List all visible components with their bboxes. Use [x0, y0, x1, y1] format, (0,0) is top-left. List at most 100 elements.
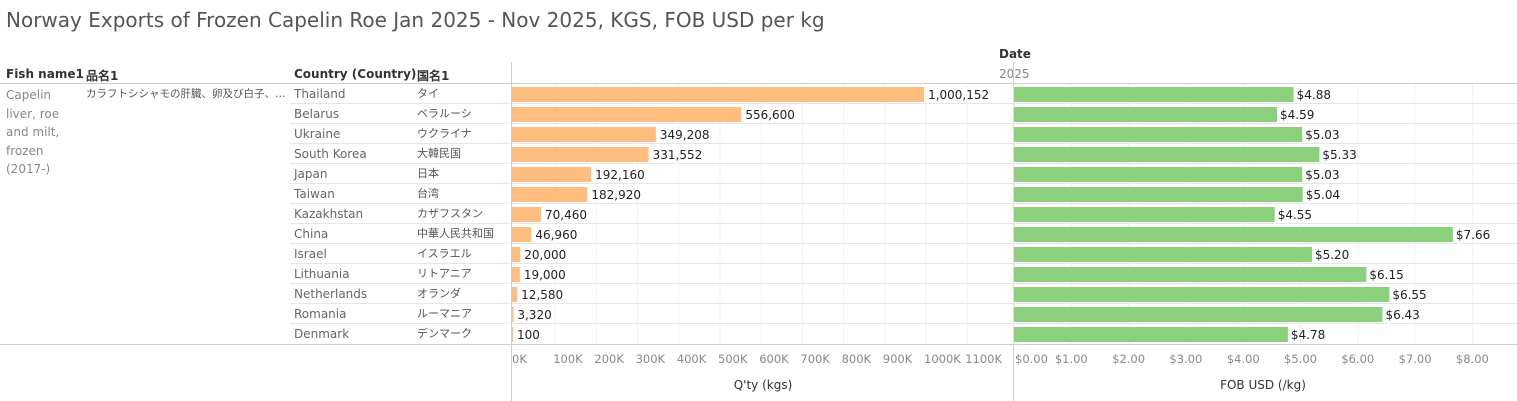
country-jp-label: オランダ [417, 287, 461, 300]
fob-value-label: $5.04 [1306, 188, 1340, 202]
fob-value-label: $5.33 [1322, 148, 1356, 162]
qty-tick-label: 900K [883, 352, 913, 366]
qty-bar[interactable] [512, 207, 542, 222]
chart-title: Norway Exports of Frozen Capelin Roe Jan… [6, 8, 825, 32]
fob-tick-label: $5.00 [1284, 352, 1317, 366]
qty-value-label: 192,160 [595, 168, 645, 182]
qty-tick-label: 500K [718, 352, 748, 366]
qty-bar[interactable] [512, 187, 588, 202]
qty-tick-label: 700K [800, 352, 830, 366]
fob-bar[interactable] [1014, 287, 1390, 302]
country-jp-label: タイ [417, 87, 439, 100]
country-label: Romania [294, 307, 347, 321]
fob-bar[interactable] [1014, 127, 1303, 142]
fob-value-label: $5.20 [1315, 248, 1349, 262]
fob-value-label: $4.78 [1291, 328, 1325, 342]
qty-value-label: 70,460 [545, 208, 587, 222]
qty-tick-label: 1100K [965, 352, 1002, 366]
qty-value-label: 182,920 [591, 188, 641, 202]
fob-value-label: $4.55 [1278, 208, 1312, 222]
fob-bar[interactable] [1014, 267, 1367, 282]
fob-value-label: $5.03 [1305, 128, 1339, 142]
qty-tick-label: 400K [677, 352, 707, 366]
fob-tick-label: $2.00 [1112, 352, 1145, 366]
country-label: Israel [294, 247, 327, 261]
country-header[interactable]: Country (Country) [294, 67, 417, 81]
fob-bar[interactable] [1014, 227, 1453, 242]
fob-bar[interactable] [1014, 167, 1303, 182]
fob-bar[interactable] [1014, 307, 1383, 322]
country-jp-label: 大韓民国 [417, 147, 461, 160]
qty-bar[interactable] [512, 227, 532, 242]
qty-axis-title: Q'ty (kgs) [734, 378, 793, 392]
qty-value-label: 3,320 [517, 308, 551, 322]
date-header[interactable]: Date [999, 47, 1031, 61]
qty-bar[interactable] [512, 247, 521, 262]
fob-value-label: $6.15 [1369, 268, 1403, 282]
fob-tick-label: $4.00 [1227, 352, 1260, 366]
qty-bar[interactable] [512, 87, 925, 102]
qty-bar[interactable] [512, 287, 518, 302]
qty-tick-label: 100K [553, 352, 583, 366]
country-jp-label: デンマーク [417, 327, 472, 340]
country-jp-header[interactable]: 国名1 [417, 69, 450, 83]
fob-axis-title: FOB USD (/kg) [1220, 378, 1306, 392]
qty-value-label: 12,580 [521, 288, 563, 302]
fob-tick-label: $8.00 [1456, 352, 1489, 366]
country-label: Taiwan [294, 187, 335, 201]
fish-name-cell: Capelin liver, roe and milt, frozen (201… [6, 88, 60, 176]
country-jp-label: 中華人民共和国 [417, 227, 494, 240]
country-label: Thailand [294, 87, 346, 101]
qty-value-label: 20,000 [524, 248, 566, 262]
qty-tick-label: 0K [512, 352, 527, 366]
qty-bar[interactable] [512, 307, 514, 322]
fob-tick-label: $6.00 [1341, 352, 1374, 366]
fob-tick-label: $3.00 [1169, 352, 1202, 366]
fob-bar[interactable] [1014, 147, 1320, 162]
year-header: 2025 [999, 67, 1030, 81]
fob-tick-label: $7.00 [1399, 352, 1432, 366]
fish-name-jp-header[interactable]: 品名1 [86, 69, 119, 83]
country-jp-label: ベラルーシ [417, 107, 472, 120]
qty-bar[interactable] [512, 267, 520, 282]
qty-value-label: 100 [517, 328, 540, 342]
fob-bar[interactable] [1014, 247, 1312, 262]
qty-value-label: 1,000,152 [928, 88, 989, 102]
country-label: Belarus [294, 107, 340, 121]
country-label: Japan [294, 167, 328, 181]
fob-bar[interactable] [1014, 207, 1275, 222]
qty-tick-label: 800K [842, 352, 872, 366]
qty-bar[interactable] [512, 147, 649, 162]
qty-bar[interactable] [512, 167, 592, 182]
qty-value-label: 556,600 [745, 108, 795, 122]
qty-bar[interactable] [512, 127, 656, 142]
qty-tick-label: 1000K [924, 352, 961, 366]
fob-value-label: $5.03 [1305, 168, 1339, 182]
fob-bar[interactable] [1014, 87, 1294, 102]
qty-bar[interactable] [512, 327, 513, 342]
country-jp-label: カザフスタン [417, 207, 483, 220]
country-jp-label: 日本 [417, 167, 439, 180]
qty-tick-label: 600K [759, 352, 789, 366]
qty-tick-label: 300K [636, 352, 666, 366]
fob-value-label: $4.88 [1297, 88, 1331, 102]
qty-value-label: 331,552 [653, 148, 703, 162]
qty-value-label: 46,960 [535, 228, 577, 242]
country-jp-label: リトアニア [417, 267, 472, 280]
country-label: Denmark [294, 327, 350, 341]
qty-bar[interactable] [512, 107, 742, 122]
country-jp-label: ルーマニア [417, 307, 472, 320]
country-jp-label: ウクライナ [417, 127, 472, 140]
fob-value-label: $7.66 [1456, 228, 1490, 242]
fob-value-label: $6.55 [1392, 288, 1426, 302]
fob-bar[interactable] [1014, 327, 1288, 342]
qty-value-label: 19,000 [524, 268, 566, 282]
country-jp-label: 台湾 [417, 187, 439, 200]
fob-bar[interactable] [1014, 107, 1278, 122]
fish-name-header[interactable]: Fish name1 [6, 67, 84, 81]
fob-value-label: $4.59 [1280, 108, 1314, 122]
country-label: China [294, 227, 329, 241]
fob-bar[interactable] [1014, 187, 1303, 202]
country-label: Lithuania [294, 267, 350, 281]
